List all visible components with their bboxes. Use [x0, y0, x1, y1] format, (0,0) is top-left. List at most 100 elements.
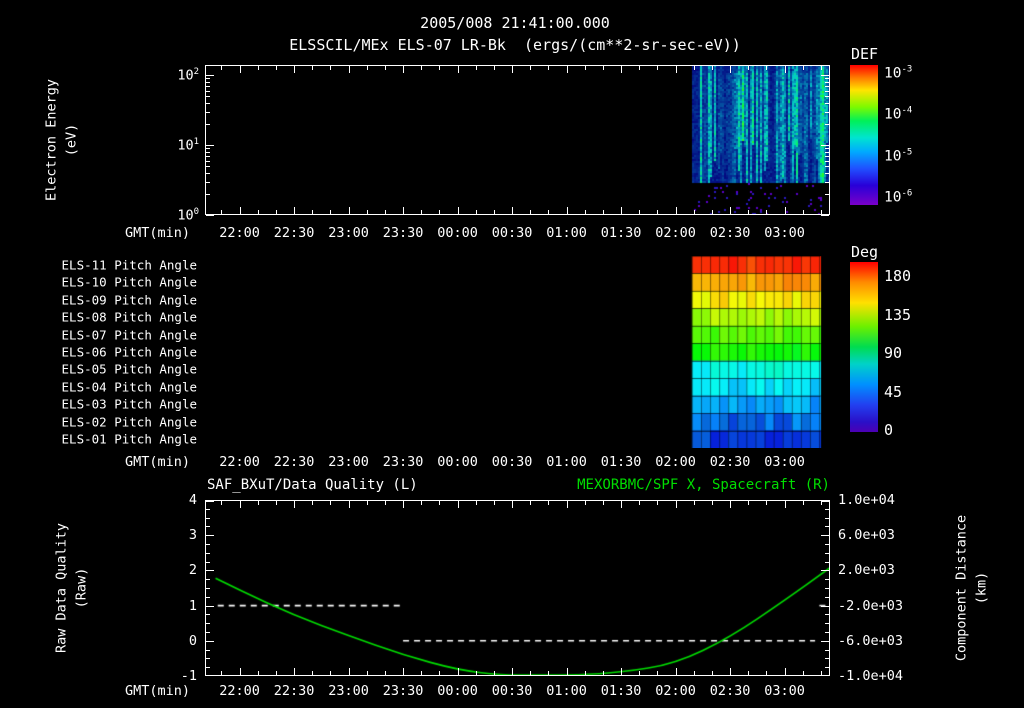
x-tick-label-panel3: 03:00 [764, 683, 805, 699]
axis-tick [566, 66, 568, 73]
axis-tick [206, 172, 210, 174]
axis-tick [821, 215, 829, 216]
axis-tick [421, 210, 423, 214]
axis-tick [403, 668, 405, 675]
axis-tick [206, 632, 210, 633]
x-tick-label-panel1: 23:00 [328, 225, 369, 241]
distance-y-tick-label: 6.0e+03 [838, 527, 895, 544]
axis-tick [206, 623, 210, 625]
gmt-label-panel2: GMT(min) [124, 454, 190, 470]
axis-tick [206, 90, 210, 92]
x-tick-label-panel1: 03:00 [764, 225, 805, 241]
axis-tick [439, 671, 441, 675]
axis-tick [457, 501, 459, 508]
spectrogram-y-axis-title: Electron Energy (eV) [42, 79, 81, 201]
axis-tick [693, 66, 695, 70]
axis-tick [530, 66, 532, 70]
axis-tick [221, 66, 223, 70]
axis-tick [457, 207, 459, 214]
axis-tick [366, 210, 368, 214]
quality-y-tick-label: 4 [188, 492, 197, 508]
x-tick-label-panel2: 02:00 [655, 454, 696, 470]
x-tick-label-panel3: 01:00 [546, 683, 587, 699]
axis-tick [221, 210, 223, 214]
axis-tick [821, 570, 829, 572]
axis-tick [639, 210, 641, 214]
axis-tick [621, 66, 623, 73]
x-tick-label-panel3: 22:30 [273, 683, 315, 699]
x-tick-label-panel2: 01:30 [600, 454, 642, 470]
distance-y-tick-label: 1.0e+04 [838, 492, 895, 508]
x-tick-label-panel1: 01:00 [546, 225, 587, 241]
axis-tick [330, 210, 332, 214]
axis-tick [312, 210, 314, 214]
deg-colorbar-tick-label: 135 [884, 305, 912, 324]
axis-tick [825, 561, 829, 563]
x-tick-label-panel2: 22:00 [219, 454, 260, 470]
x-tick-label-panel3: 23:00 [328, 683, 369, 699]
axis-tick [748, 671, 750, 675]
axis-tick [221, 671, 223, 675]
x-tick-label-panel2: 23:30 [382, 454, 424, 470]
axis-tick [825, 96, 829, 98]
pitch-row-label: ELS-11 Pitch Angle [61, 257, 197, 273]
pitch-row-label: ELS-03 Pitch Angle [61, 396, 197, 412]
spectrogram-y-tick-label: 102 [177, 66, 199, 84]
axis-tick [330, 66, 332, 70]
axis-tick [403, 66, 405, 73]
axis-tick [802, 66, 804, 70]
distance-y-axis-title-line1: Component Distance [953, 514, 970, 662]
axis-tick [548, 66, 550, 70]
axis-tick [730, 501, 732, 508]
axis-tick [512, 66, 514, 73]
axis-tick [657, 671, 659, 675]
axis-tick [748, 66, 750, 70]
axis-tick [421, 671, 423, 675]
axis-tick [639, 501, 641, 505]
axis-tick [621, 668, 623, 675]
axis-tick [403, 207, 405, 214]
def-colorbar [850, 65, 878, 205]
axis-tick [206, 605, 214, 607]
axis-tick [206, 111, 210, 113]
x-tick-label-panel2: 00:00 [437, 454, 478, 470]
axis-tick [825, 193, 829, 195]
axis-tick [566, 668, 568, 675]
axis-tick [206, 649, 210, 651]
axis-tick [206, 517, 210, 519]
axis-tick [206, 535, 214, 537]
axis-tick [711, 66, 713, 70]
axis-tick [257, 501, 259, 505]
axis-tick [366, 501, 368, 505]
x-tick-label-panel3: 02:00 [655, 683, 696, 699]
axis-tick [206, 96, 210, 98]
deg-colorbar-title: Deg [851, 243, 879, 261]
axis-tick [566, 207, 568, 214]
quality-y-tick-label: 2 [188, 562, 197, 579]
spectrogram-y-axis-title-line2: (eV) [63, 123, 79, 157]
axis-tick [206, 570, 214, 572]
axis-tick [584, 66, 586, 70]
x-tick-label-panel3: 22:00 [219, 683, 260, 699]
axis-tick [206, 588, 210, 589]
axis-tick [548, 501, 550, 505]
axis-tick [206, 640, 214, 642]
axis-tick [206, 78, 210, 80]
axis-tick [403, 501, 405, 508]
axis-tick [825, 632, 829, 633]
axis-tick [206, 85, 210, 87]
axis-tick [366, 671, 368, 675]
axis-tick [475, 66, 477, 70]
axis-tick [825, 81, 829, 83]
quality-y-axis-title: Raw Data Quality (Raw) [52, 523, 91, 653]
axis-tick [206, 596, 210, 598]
x-tick-label-panel1: 02:00 [655, 225, 696, 241]
axis-tick [825, 123, 829, 125]
axis-tick [820, 501, 822, 505]
axis-tick [206, 526, 210, 528]
axis-tick [384, 501, 386, 505]
x-tick-label-panel2: 02:30 [709, 454, 751, 470]
x-tick-label-panel2: 00:30 [491, 454, 533, 470]
pitch-row-label: ELS-10 Pitch Angle [61, 274, 197, 290]
axis-tick [825, 658, 829, 660]
